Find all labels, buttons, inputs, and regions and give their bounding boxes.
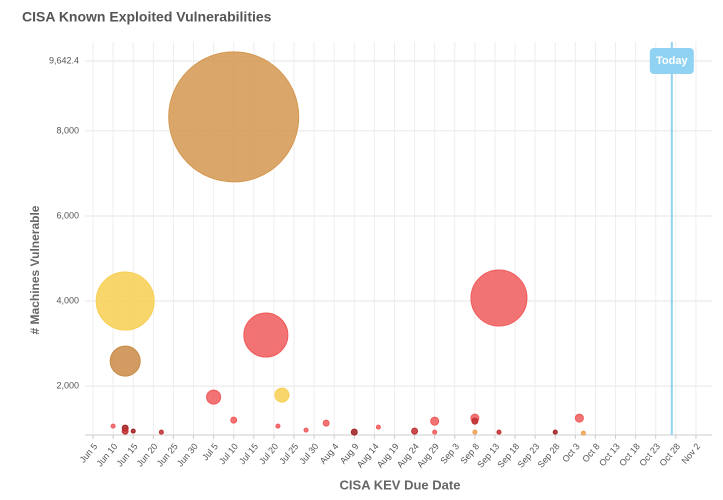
x-tick-label: Jul 30: [297, 441, 320, 466]
bubble: [574, 413, 584, 423]
bubble: [230, 416, 238, 424]
x-tick-label: Jul 10: [217, 441, 240, 466]
today-label: Today: [656, 55, 688, 67]
x-tick-label: Sep 28: [536, 441, 562, 469]
chart-title: CISA Known Exploited Vulnerabilities: [22, 9, 272, 25]
y-tick-label: 8,000: [56, 125, 79, 135]
bubble: [432, 429, 438, 435]
bubble: [275, 423, 281, 429]
bubble: [121, 427, 129, 435]
y-tick-label: 2,000: [56, 380, 79, 390]
x-tick-label: Jun 10: [94, 441, 119, 468]
bubble: [580, 430, 586, 436]
bubble: [470, 269, 528, 327]
x-tick-label: Aug 4: [318, 441, 341, 465]
bubble: [95, 271, 155, 331]
x-axis-label: CISA KEV Due Date: [340, 477, 461, 492]
bubble: [375, 424, 381, 430]
bubble: [274, 387, 290, 403]
bubble: [471, 417, 479, 425]
bubble: [350, 428, 358, 436]
x-tick-label: Aug 29: [415, 441, 441, 469]
bubble: [411, 427, 419, 435]
bubble: [206, 389, 222, 405]
x-tick-label: Oct 18: [617, 441, 642, 468]
x-tick-label: Jun 25: [155, 441, 180, 468]
y-axis-label: # Machines Vulnerable: [28, 205, 42, 334]
x-tick-label: Oct 3: [560, 441, 581, 464]
y-tick-label: 4,000: [56, 295, 79, 305]
x-tick-label: Jun 20: [135, 441, 160, 468]
x-tick-label: Oct 23: [637, 441, 662, 468]
x-tick-label: Jun 30: [175, 441, 200, 468]
bubble: [496, 429, 502, 435]
x-tick-label: Oct 28: [657, 441, 682, 468]
x-tick-label: Jul 15: [237, 441, 260, 466]
x-tick-label: Jul 25: [277, 441, 300, 466]
x-tick-label: Jun 15: [115, 441, 140, 468]
bubble: [109, 345, 141, 377]
bubble: [322, 419, 330, 427]
bubble: [472, 429, 478, 435]
bubble: [303, 427, 309, 433]
x-tick-label: Jul 20: [257, 441, 280, 466]
bubble: [168, 51, 300, 183]
y-tick-label: 9,642.4: [49, 55, 79, 65]
bubble: [130, 428, 136, 434]
bubble: [552, 429, 558, 435]
bubble: [110, 423, 116, 429]
y-tick-label: 6,000: [56, 210, 79, 220]
x-tick-label: Nov 2: [679, 441, 702, 465]
x-tick-label: Oct 13: [597, 441, 622, 468]
bubble: [158, 429, 164, 435]
x-tick-label: Sep 3: [438, 441, 461, 465]
bubble: [430, 416, 440, 426]
bubble: [243, 312, 289, 358]
today-badge: [649, 48, 694, 74]
